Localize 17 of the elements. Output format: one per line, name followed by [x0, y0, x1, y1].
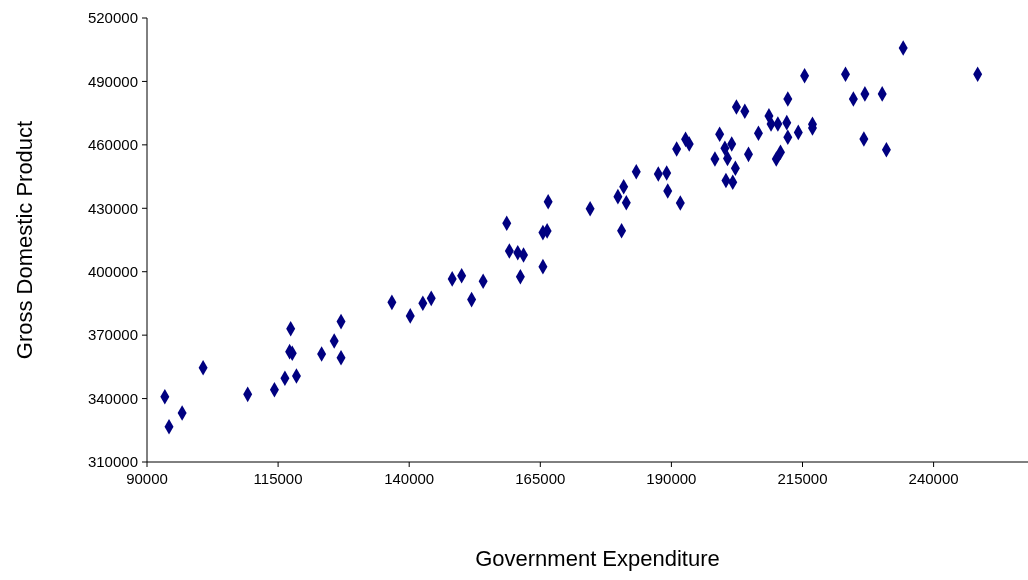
y-axis-title: Gross Domestic Product: [12, 120, 37, 360]
y-tick-label: 430000: [87, 199, 138, 217]
x-tick-label: 90000: [126, 470, 168, 487]
x-tick-label: 240000: [908, 470, 959, 487]
x-tick-label: 190000: [646, 470, 697, 487]
y-tick-label: 460000: [87, 136, 138, 154]
y-tick-label: 520000: [87, 9, 138, 27]
x-tick-label: 140000: [384, 470, 435, 487]
y-tick-label: 340000: [87, 389, 138, 407]
y-tick-label: 490000: [87, 72, 138, 90]
y-tick-label: 370000: [87, 326, 138, 344]
x-tick-label: 215000: [777, 470, 828, 487]
y-tick-label: 400000: [87, 262, 138, 280]
x-tick-label: 165000: [515, 470, 566, 487]
x-axis-title: Government Expenditure: [475, 546, 720, 571]
x-tick-label: 115000: [253, 470, 303, 487]
y-tick-label: 310000: [87, 453, 138, 471]
